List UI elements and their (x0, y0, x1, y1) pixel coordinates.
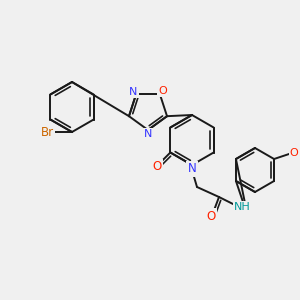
Text: NH: NH (234, 202, 250, 212)
Text: N: N (144, 129, 152, 139)
Text: O: O (158, 86, 167, 96)
Text: N: N (188, 163, 196, 176)
Text: N: N (129, 87, 137, 97)
Text: Br: Br (40, 125, 54, 139)
Text: O: O (152, 160, 162, 173)
Text: O: O (206, 209, 216, 223)
Text: O: O (290, 148, 298, 158)
